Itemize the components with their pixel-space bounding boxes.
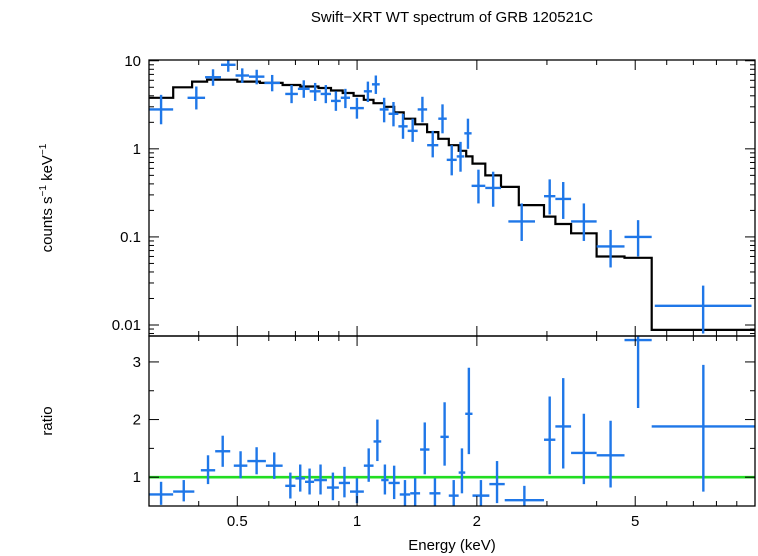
data-point [624, 220, 652, 257]
data-point [485, 171, 502, 207]
data-point [305, 468, 315, 495]
x-tick-label: 1 [353, 513, 361, 530]
data-point [555, 182, 572, 219]
data-point [297, 80, 310, 98]
data-point [248, 69, 265, 85]
y-tick-label: 2 [133, 412, 141, 429]
data-point [440, 402, 449, 466]
data-point [295, 464, 306, 492]
data-point [363, 81, 372, 103]
data-point [555, 378, 572, 469]
data-point [399, 480, 411, 506]
data-point [326, 472, 339, 501]
chart-title: Swift−XRT WT spectrum of GRB 120521C [311, 9, 593, 26]
data-point [247, 447, 266, 475]
data-point [651, 364, 755, 492]
y-tick-label: 10 [124, 53, 141, 70]
data-point [427, 130, 439, 158]
data-point [654, 285, 752, 334]
data-point [320, 85, 332, 104]
data-point [350, 97, 364, 119]
data-point [149, 481, 174, 505]
top-ylabel: counts s−1 keV−1 [38, 143, 56, 252]
data-point [464, 118, 472, 149]
data-point [264, 74, 280, 92]
data-point [429, 478, 441, 506]
data-point [205, 69, 221, 86]
data-point [508, 203, 536, 241]
data-point [571, 413, 597, 485]
data-point [285, 472, 296, 499]
data-point [235, 68, 249, 83]
data-point [448, 480, 459, 506]
data-point [489, 461, 505, 504]
bottom-panel: 1 2 3 0.5 1 2 5 ratio [39, 335, 756, 530]
ratio-points [149, 336, 755, 506]
data-point [338, 466, 351, 498]
data-point [309, 82, 321, 101]
data-point [220, 60, 236, 72]
data-point [407, 118, 418, 142]
data-point [373, 419, 382, 462]
data-point [410, 478, 421, 506]
data-point [446, 145, 457, 176]
data-point [420, 422, 430, 475]
data-point [233, 451, 248, 479]
data-point [544, 179, 556, 215]
data-point [571, 203, 597, 241]
data-point [544, 396, 556, 475]
model-step-line [149, 78, 755, 331]
data-point [285, 85, 298, 104]
data-point [596, 420, 625, 488]
data-point [388, 102, 399, 127]
data-point [331, 91, 341, 111]
y-tick-label: 0.1 [120, 229, 141, 246]
data-point [471, 169, 486, 204]
y-tick-label: 1 [133, 141, 141, 158]
data-point [379, 97, 389, 123]
model-curve [149, 78, 755, 331]
data-point [398, 113, 408, 139]
y-tick-label: 0.01 [112, 317, 141, 334]
data-point [504, 485, 545, 506]
data-point [596, 229, 625, 268]
data-points [149, 60, 752, 334]
data-point [388, 465, 400, 500]
data-point [465, 367, 473, 455]
data-point [173, 480, 195, 502]
data-point [149, 94, 174, 125]
x-tick-label: 0.5 [227, 513, 248, 530]
data-point [215, 435, 231, 467]
data-point [381, 464, 389, 495]
bottom-panel-frame [148, 335, 756, 507]
data-point [472, 480, 490, 506]
data-point [187, 86, 206, 110]
data-point [371, 75, 380, 94]
data-point [363, 448, 374, 482]
top-panel: 10 1 0.1 0.01 counts s−1 keV−1 [38, 53, 756, 337]
data-point [438, 104, 447, 134]
data-point [417, 96, 428, 123]
top-panel-frame [148, 59, 756, 337]
x-tick-label: 2 [473, 513, 481, 530]
data-point [314, 464, 327, 495]
data-point [200, 455, 216, 485]
x-axis-label: Energy (keV) [408, 537, 496, 554]
data-point [624, 336, 652, 409]
y-tick-label: 3 [133, 354, 141, 371]
data-point [265, 452, 283, 479]
data-point [456, 141, 465, 172]
y-tick-label: 1 [133, 469, 141, 486]
x-tick-label: 5 [631, 513, 639, 530]
data-point [340, 88, 351, 109]
bottom-ylabel: ratio [39, 406, 56, 435]
data-point [458, 448, 466, 494]
